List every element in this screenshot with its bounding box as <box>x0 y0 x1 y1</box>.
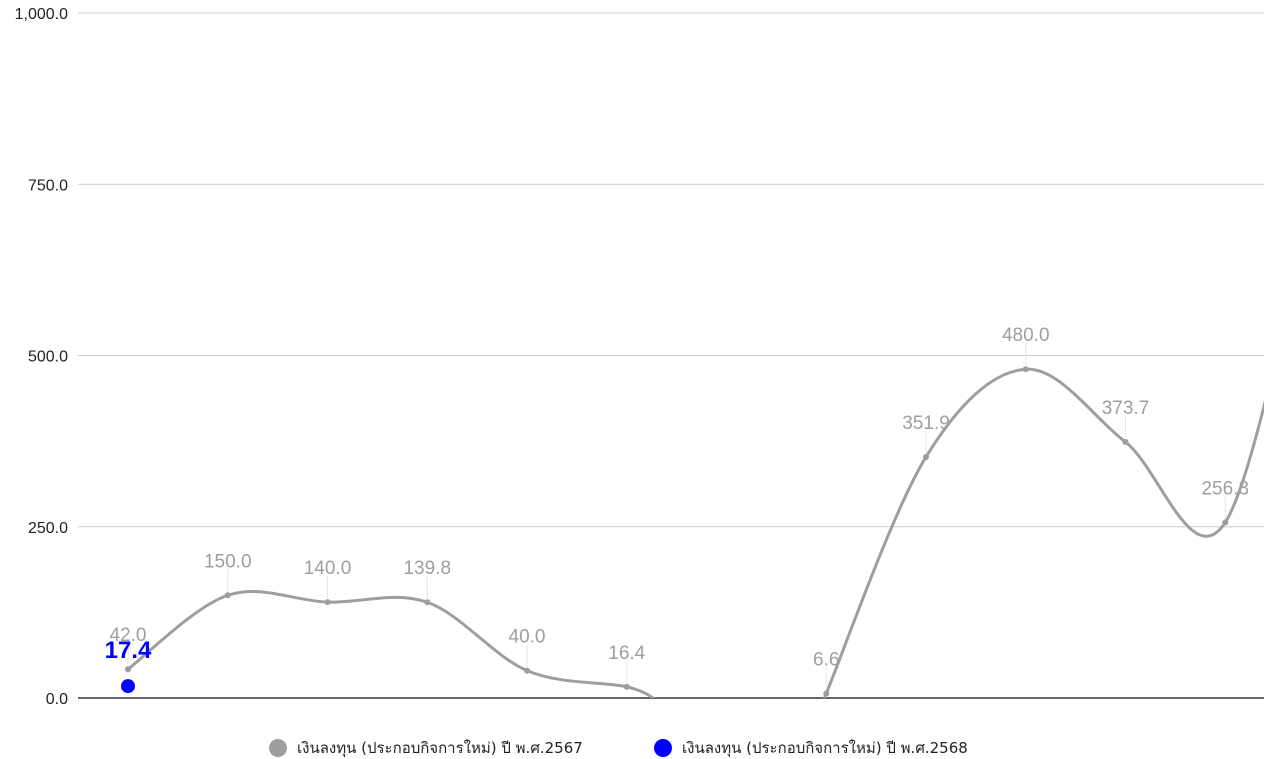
data-label-2567: 139.8 <box>403 558 451 579</box>
data-point-2567 <box>1122 439 1129 446</box>
gridlines <box>78 12 1264 699</box>
data-point-2567 <box>1222 519 1229 526</box>
data-point-2567 <box>1022 366 1029 373</box>
data-label-2567: 256.3 <box>1201 478 1249 499</box>
data-label-2567: 16.4 <box>608 643 645 664</box>
y-tick-label: 250.0 <box>28 520 68 537</box>
y-tick-label: 0.0 <box>46 691 68 708</box>
data-point-2567 <box>424 599 431 606</box>
series-line-2567 <box>822 367 1264 698</box>
data-label-2567: 42.0 <box>110 625 147 646</box>
data-label-2567: 6.6 <box>813 649 839 670</box>
data-label-2567: 480.0 <box>1002 325 1050 346</box>
y-tick-label: 750.0 <box>28 177 68 194</box>
data-labels: 42.0 150.0 140.0 139.8 40.0 16.4 6.6 351.9 480.0… <box>105 325 1249 690</box>
legend: เงินลงทุน (ประกอบกิจการใหม่) ปี พ.ศ.2567… <box>269 739 968 758</box>
y-axis-tick-labels: 0.0 250.0 500.0 750.0 1,000.0 <box>15 6 68 708</box>
legend-marker-2567 <box>269 739 287 757</box>
data-label-2567: 373.7 <box>1102 398 1150 419</box>
series-line-2567 <box>127 589 656 698</box>
data-point-2567 <box>324 599 331 606</box>
series-lines <box>121 366 1264 698</box>
data-point-2567 <box>224 592 231 599</box>
data-point-2567 <box>923 453 929 460</box>
data-point-2568 <box>121 679 135 694</box>
data-label-2568: 17.4 <box>105 637 152 664</box>
legend-label-2567: เงินลงทุน (ประกอบกิจการใหม่) ปี พ.ศ.2567 <box>297 739 583 758</box>
data-point-2567 <box>823 690 830 697</box>
legend-label-2568: เงินลงทุน (ประกอบกิจการใหม่) ปี พ.ศ.2568 <box>682 739 968 758</box>
data-point-2567 <box>524 667 530 674</box>
data-point-2567 <box>623 683 630 690</box>
data-label-2567: 150.0 <box>204 551 252 572</box>
data-label-2567: 351.9 <box>902 413 950 434</box>
y-tick-label: 500.0 <box>28 349 68 366</box>
y-tick-label: 1,000.0 <box>15 6 68 23</box>
data-label-2567: 40.0 <box>509 627 546 648</box>
legend-marker-2568 <box>654 739 672 757</box>
data-label-2567: 140.0 <box>304 558 352 579</box>
data-point-2567 <box>125 666 131 673</box>
